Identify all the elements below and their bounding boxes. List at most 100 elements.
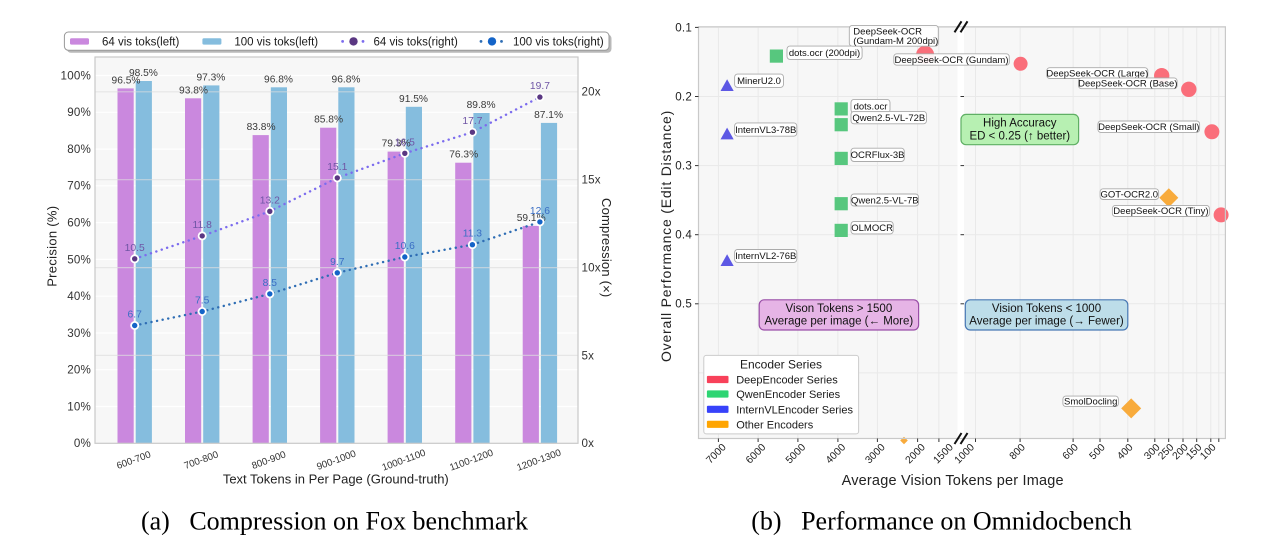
svg-text:Overall Performance (Edit Dist: Overall Performance (Edit Distance) xyxy=(658,110,674,362)
svg-text:100: 100 xyxy=(1199,442,1219,462)
svg-text:Average per image (← More): Average per image (← More) xyxy=(765,315,914,327)
svg-text:15.1: 15.1 xyxy=(327,162,347,173)
svg-text:40%: 40% xyxy=(67,290,91,303)
svg-text:96.5%: 96.5% xyxy=(112,75,141,86)
svg-text:98.5%: 98.5% xyxy=(129,68,158,79)
svg-text:85.8%: 85.8% xyxy=(314,115,343,126)
svg-text:InternVL3-78B: InternVL3-78B xyxy=(735,125,796,136)
svg-text:3000: 3000 xyxy=(864,442,888,466)
svg-text:80%: 80% xyxy=(67,143,91,156)
svg-text:InternVL2-76B: InternVL2-76B xyxy=(735,251,796,262)
svg-text:DeepSeek-OCR (Gundam): DeepSeek-OCR (Gundam) xyxy=(894,55,1008,66)
svg-text:7000: 7000 xyxy=(705,442,729,466)
svg-text:Qwen2.5-VL-7B: Qwen2.5-VL-7B xyxy=(851,195,919,206)
svg-text:0.4: 0.4 xyxy=(675,229,692,242)
svg-text:0.2: 0.2 xyxy=(675,90,692,103)
svg-text:800-900: 800-900 xyxy=(250,449,288,472)
svg-text:91.5%: 91.5% xyxy=(399,94,428,105)
svg-text:500: 500 xyxy=(1088,442,1108,462)
svg-text:High Accuracy: High Accuracy xyxy=(983,118,1057,130)
svg-text:5000: 5000 xyxy=(784,442,808,466)
svg-text:InternVLEncoder Series: InternVLEncoder Series xyxy=(736,404,853,416)
svg-text:100 vis toks(right): 100 vis toks(right) xyxy=(513,37,604,49)
svg-text:93.8%: 93.8% xyxy=(179,85,208,96)
svg-text:QwenEncoder Series: QwenEncoder Series xyxy=(736,389,840,401)
svg-text:Qwen2.5-VL-72B: Qwen2.5-VL-72B xyxy=(852,113,925,124)
svg-text:(Gundam-M 200dpi): (Gundam-M 200dpi) xyxy=(853,36,938,47)
svg-text:ED < 0.25 (↑ better): ED < 0.25 (↑ better) xyxy=(969,131,1070,143)
svg-text:10%: 10% xyxy=(67,400,91,413)
svg-text:30%: 30% xyxy=(67,327,91,340)
svg-text:87.1%: 87.1% xyxy=(534,110,563,121)
svg-text:11.3: 11.3 xyxy=(463,229,483,240)
svg-text:1500: 1500 xyxy=(932,442,956,466)
svg-text:96.8%: 96.8% xyxy=(264,74,293,85)
svg-text:DeepSeek-OCR (Small): DeepSeek-OCR (Small) xyxy=(1098,122,1199,133)
svg-text:16.5: 16.5 xyxy=(395,137,415,148)
svg-text:13.2: 13.2 xyxy=(260,195,280,206)
svg-text:(a) Compression on Fox benchm: (a) Compression on Fox benchmark xyxy=(141,507,528,536)
svg-text:64 vis toks(left): 64 vis toks(left) xyxy=(102,37,179,49)
svg-text:Average per image (→ Fewer): Average per image (→ Fewer) xyxy=(969,315,1124,327)
svg-text:8.5: 8.5 xyxy=(263,278,278,289)
svg-text:DeepSeek-OCR (Large): DeepSeek-OCR (Large) xyxy=(1046,68,1148,79)
svg-text:79.3%: 79.3% xyxy=(382,139,411,150)
svg-text:19.7: 19.7 xyxy=(530,81,550,92)
svg-text:20%: 20% xyxy=(67,364,91,377)
svg-text:Other Encoders: Other Encoders xyxy=(736,419,814,431)
svg-text:20x: 20x xyxy=(582,86,601,99)
svg-text:700-800: 700-800 xyxy=(183,449,221,472)
svg-text:10.5: 10.5 xyxy=(125,243,145,254)
svg-text:6.7: 6.7 xyxy=(128,310,143,321)
svg-text:Vison Tokens > 1500: Vison Tokens > 1500 xyxy=(786,303,893,315)
svg-text:DeepEncoder Series: DeepEncoder Series xyxy=(736,375,838,387)
svg-text:SmolDocling: SmolDocling xyxy=(1064,397,1117,408)
svg-text:100 vis toks(left): 100 vis toks(left) xyxy=(234,37,318,49)
svg-text:0%: 0% xyxy=(74,437,91,450)
svg-text:400: 400 xyxy=(1116,442,1136,462)
svg-text:6000: 6000 xyxy=(744,442,768,466)
svg-text:Text Tokens in Per Page (Groun: Text Tokens in Per Page (Ground-truth) xyxy=(223,471,449,486)
svg-text:9.7: 9.7 xyxy=(330,257,345,268)
svg-text:60%: 60% xyxy=(67,217,91,230)
svg-text:600-700: 600-700 xyxy=(115,449,153,472)
svg-text:0.5: 0.5 xyxy=(675,298,692,311)
svg-text:(b) Performance on Omnidocben: (b) Performance on Omnidocbench xyxy=(751,507,1131,536)
svg-text:76.3%: 76.3% xyxy=(449,150,478,161)
svg-text:10.6: 10.6 xyxy=(395,241,415,252)
svg-text:100%: 100% xyxy=(61,69,91,82)
svg-text:96.8%: 96.8% xyxy=(332,74,361,85)
svg-text:89.8%: 89.8% xyxy=(467,100,496,111)
svg-text:dots.ocr: dots.ocr xyxy=(854,101,888,112)
svg-text:GOT-OCR2.0: GOT-OCR2.0 xyxy=(1101,190,1159,201)
svg-text:10x: 10x xyxy=(582,261,601,274)
svg-text:Average Vision Tokens per Imag: Average Vision Tokens per Image xyxy=(842,473,1064,489)
svg-text:0x: 0x xyxy=(582,437,595,450)
svg-text:0.1: 0.1 xyxy=(675,21,692,34)
svg-text:DeepSeek-OCR (Tiny): DeepSeek-OCR (Tiny) xyxy=(1113,206,1208,217)
svg-text:7.5: 7.5 xyxy=(195,296,210,307)
svg-text:dots.ocr (200dpi): dots.ocr (200dpi) xyxy=(789,48,860,59)
svg-text:0.3: 0.3 xyxy=(675,160,692,173)
svg-text:64 vis toks(right): 64 vis toks(right) xyxy=(374,37,459,49)
svg-text:Compression (×): Compression (×) xyxy=(599,198,614,297)
svg-text:11.8: 11.8 xyxy=(193,220,213,231)
svg-text:OCRFlux-3B: OCRFlux-3B xyxy=(851,150,905,161)
svg-text:Encoder Series: Encoder Series xyxy=(740,357,822,371)
svg-text:OLMOCR: OLMOCR xyxy=(851,223,893,234)
svg-text:90%: 90% xyxy=(67,106,91,119)
svg-text:1100-1200: 1100-1200 xyxy=(448,447,495,473)
svg-text:17.7: 17.7 xyxy=(462,116,482,127)
svg-text:50%: 50% xyxy=(67,253,91,266)
svg-text:2000: 2000 xyxy=(904,442,928,466)
svg-text:5x: 5x xyxy=(582,349,595,362)
svg-text:MinerU2.0: MinerU2.0 xyxy=(737,76,781,87)
svg-text:1000-1100: 1000-1100 xyxy=(381,447,428,473)
svg-text:800: 800 xyxy=(1008,442,1028,462)
svg-text:70%: 70% xyxy=(67,180,91,193)
svg-text:97.3%: 97.3% xyxy=(196,72,225,83)
svg-text:Vision Tokens < 1000: Vision Tokens < 1000 xyxy=(992,303,1101,315)
svg-text:1000: 1000 xyxy=(953,442,977,466)
svg-text:1200-1300: 1200-1300 xyxy=(515,447,563,473)
svg-text:600: 600 xyxy=(1061,442,1081,462)
